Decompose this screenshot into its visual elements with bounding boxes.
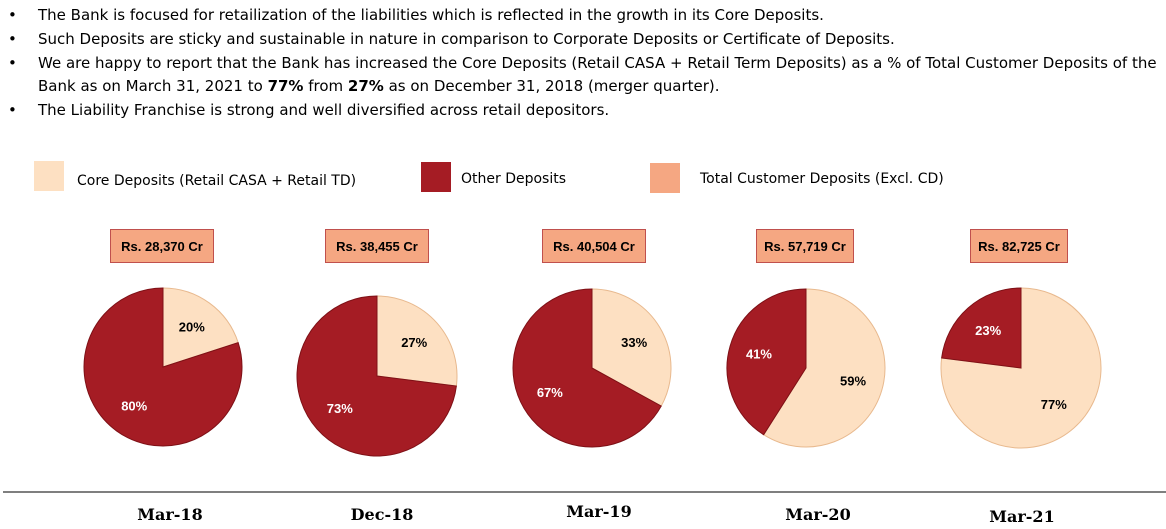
total-box: Rs. 28,370 Cr	[110, 229, 214, 263]
bullet-item: • The Liability Franchise is strong and …	[8, 99, 1158, 122]
bullet-text: from	[303, 77, 348, 95]
period-label: Dec-18	[350, 505, 414, 524]
bullet-dot: •	[8, 54, 17, 72]
pie-slice-other	[726, 288, 807, 436]
period-label: Mar-21	[989, 507, 1055, 526]
period-label: Mar-19	[566, 502, 632, 521]
bullet-highlight: 27%	[347, 77, 384, 95]
pie-data-label: 23%	[975, 323, 1001, 338]
legend-swatch-other	[421, 162, 451, 192]
bullet-highlight: 77%	[267, 77, 304, 95]
bullet-text: The Liability Franchise is strong and we…	[38, 101, 610, 119]
baseline-divider	[3, 491, 1166, 493]
pie-data-label: 41%	[746, 346, 772, 361]
period-label: Mar-18	[137, 505, 203, 524]
bullet-list: • The Bank is focused for retailization …	[8, 4, 1158, 123]
legend-label-core: Core Deposits (Retail CASA + Retail TD)	[77, 173, 357, 189]
bullet-item: • Such Deposits are sticky and sustainab…	[8, 28, 1158, 51]
bullet-item: • The Bank is focused for retailization …	[8, 4, 1158, 27]
pie-data-label: 73%	[327, 401, 353, 416]
pie-slice-other	[296, 295, 457, 457]
pie-data-label: 20%	[179, 319, 205, 334]
total-box: Rs. 82,725 Cr	[970, 229, 1068, 263]
pie-slice-other	[83, 287, 243, 447]
pie-chart-mar-18: 20% 80%	[83, 287, 243, 447]
pie-slice-core	[376, 295, 458, 387]
pie-chart-mar-19: 33% 67%	[512, 288, 672, 448]
legend-swatch-core	[34, 161, 64, 191]
bullet-dot: •	[8, 30, 17, 48]
pie-data-label: 59%	[840, 374, 866, 389]
pie-data-label: 67%	[537, 385, 563, 400]
pie-data-label: 27%	[401, 335, 427, 350]
bullet-text: The Bank is focused for retailization of…	[38, 6, 824, 24]
pie-slice-other	[941, 287, 1022, 369]
total-box: Rs. 57,719 Cr	[756, 229, 854, 263]
pie-chart-mar-21: 77% 23%	[940, 287, 1102, 449]
pie-chart-dec-18: 27% 73%	[296, 295, 458, 457]
pie-slice-core	[162, 287, 239, 368]
total-box: Rs. 40,504 Cr	[542, 229, 646, 263]
pie-data-label: 33%	[621, 335, 647, 350]
bullet-dot: •	[8, 101, 17, 119]
pie-slice-core	[762, 288, 886, 448]
pie-slice-core	[591, 288, 672, 407]
bullet-text: We are happy to report that the Bank has…	[38, 54, 1157, 95]
bullet-item: • We are happy to report that the Bank h…	[8, 52, 1158, 98]
period-label: Mar-20	[785, 505, 851, 524]
legend-swatch-total	[650, 163, 680, 193]
pie-data-label: 77%	[1041, 397, 1067, 412]
pie-chart-mar-20: 59% 41%	[726, 288, 886, 448]
total-box: Rs. 38,455 Cr	[325, 229, 429, 263]
bullet-dot: •	[8, 6, 17, 24]
legend-label-total: Total Customer Deposits (Excl. CD)	[700, 171, 944, 187]
legend-label-other: Other Deposits	[461, 171, 567, 187]
bullet-text: as on December 31, 2018 (merger quarter)…	[383, 77, 720, 95]
pie-data-label: 80%	[121, 399, 147, 414]
bullet-text: Such Deposits are sticky and sustainable…	[38, 30, 895, 48]
pie-slice-other	[512, 288, 662, 448]
